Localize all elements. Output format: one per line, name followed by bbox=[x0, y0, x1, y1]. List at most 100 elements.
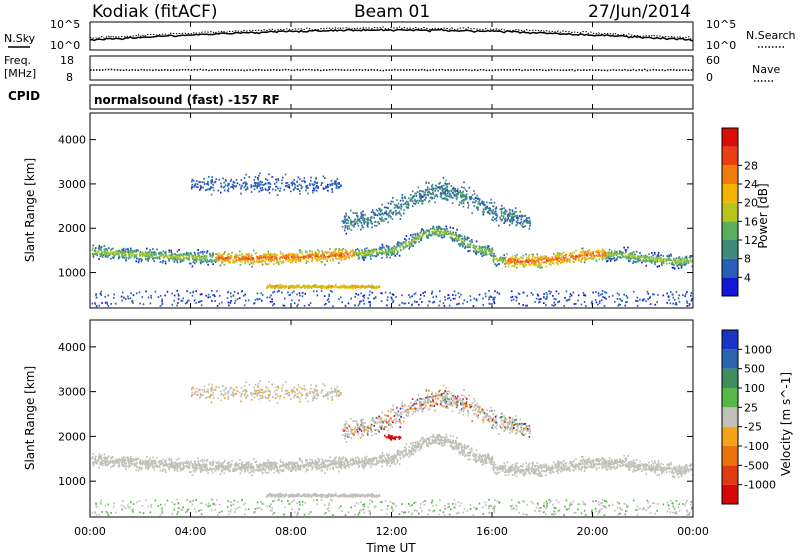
scatter-cell bbox=[549, 261, 552, 264]
scatter-cell bbox=[385, 212, 388, 215]
scatter-cell bbox=[375, 208, 378, 211]
scatter-cell bbox=[492, 219, 494, 222]
scatter-cell bbox=[566, 299, 568, 302]
scatter-cell bbox=[396, 451, 398, 454]
scatter-cell bbox=[100, 461, 102, 464]
scatter-cell bbox=[94, 250, 97, 252]
scatter-cell bbox=[259, 259, 261, 262]
scatter-cell bbox=[658, 255, 661, 258]
scatter-cell bbox=[583, 254, 585, 257]
scatter-cell bbox=[269, 286, 272, 289]
scatter-cell bbox=[409, 454, 411, 456]
scatter-cell bbox=[274, 286, 277, 288]
scatter-cell bbox=[659, 468, 661, 471]
scatter-cell bbox=[146, 253, 148, 256]
scatter-cell bbox=[538, 298, 540, 301]
scatter-cell bbox=[339, 249, 342, 252]
scatter-cell bbox=[505, 262, 507, 265]
scatter-cell bbox=[560, 254, 563, 256]
scatter-cell bbox=[337, 186, 340, 188]
scatter-cell bbox=[614, 460, 616, 463]
scatter-cell bbox=[553, 301, 555, 304]
scatter-cell bbox=[251, 465, 254, 468]
scatter-cell bbox=[456, 240, 459, 243]
scatter-cell bbox=[453, 194, 456, 196]
scatter-cell bbox=[186, 290, 188, 293]
scatter-cell bbox=[213, 189, 215, 192]
scatter-cell bbox=[212, 263, 214, 266]
scatter-cell bbox=[517, 216, 520, 219]
scatter-cell bbox=[350, 229, 353, 231]
scatter-cell bbox=[241, 252, 244, 255]
scatter-cell bbox=[580, 251, 583, 253]
scatter-cell bbox=[104, 248, 106, 250]
scatter-cell bbox=[136, 253, 138, 256]
scatter-cell bbox=[134, 250, 137, 253]
scatter-cell bbox=[617, 252, 620, 255]
scatter-cell bbox=[439, 438, 442, 441]
scatter-cell bbox=[567, 259, 570, 261]
scatter-cell bbox=[679, 470, 682, 473]
scatter-cell bbox=[356, 286, 358, 289]
scatter-cell bbox=[364, 250, 367, 253]
scatter-cell bbox=[662, 262, 665, 265]
scatter-cell bbox=[150, 253, 152, 256]
scatter-cell bbox=[489, 207, 492, 210]
scatter-cell bbox=[511, 213, 514, 216]
scatter-cell bbox=[340, 249, 343, 252]
scatter-cell bbox=[152, 258, 154, 260]
scatter-cell bbox=[678, 300, 681, 303]
scatter-cell bbox=[328, 293, 330, 296]
scatter-cell bbox=[383, 246, 385, 249]
scatter-cell bbox=[597, 303, 599, 306]
scatter-cell bbox=[222, 253, 224, 256]
scatter-cell bbox=[377, 253, 380, 256]
scatter-cell bbox=[331, 183, 333, 185]
scatter-cell bbox=[262, 184, 264, 186]
scatter-cell bbox=[609, 260, 612, 262]
scatter-cell bbox=[435, 232, 437, 235]
scatter-cell bbox=[455, 445, 457, 448]
scatter-cell bbox=[238, 254, 241, 256]
scatter-cell bbox=[317, 186, 319, 188]
scatter-cell bbox=[380, 248, 383, 251]
scatter-cell bbox=[458, 302, 460, 305]
scatter-cell bbox=[610, 258, 613, 260]
scatter-cell bbox=[437, 225, 440, 228]
scatter-cell bbox=[268, 467, 270, 470]
scatter-cell bbox=[189, 291, 192, 294]
scatter-cell bbox=[375, 255, 378, 258]
scatter-cell bbox=[190, 262, 192, 265]
scatter-cell bbox=[296, 181, 299, 183]
scatter-cell bbox=[454, 294, 457, 297]
scatter-cell bbox=[145, 258, 147, 261]
scatter-cell bbox=[661, 259, 663, 262]
scatter-cell bbox=[246, 254, 249, 257]
scatter-cell bbox=[107, 294, 110, 297]
scatter-cell bbox=[124, 298, 127, 300]
scatter-cell bbox=[285, 185, 287, 187]
scatter-cell bbox=[591, 300, 593, 303]
scatter-cell bbox=[281, 182, 283, 185]
scatter-cell bbox=[475, 253, 477, 255]
scatter-cell bbox=[234, 299, 237, 302]
scatter-cell bbox=[654, 258, 656, 261]
scatter-cell bbox=[380, 292, 382, 295]
scatter-cell bbox=[419, 445, 422, 448]
scatter-cell bbox=[285, 284, 287, 287]
scatter-cell bbox=[106, 256, 109, 258]
date-title: 27/Jun/2014 bbox=[588, 2, 691, 22]
scatter-cell bbox=[104, 460, 107, 462]
scatter-cell bbox=[444, 192, 446, 194]
scatter-cell bbox=[274, 463, 276, 466]
scatter-cell bbox=[231, 251, 233, 254]
scatter-cell bbox=[488, 245, 490, 248]
scatter-cell bbox=[563, 251, 565, 254]
scatter-cell bbox=[199, 293, 202, 296]
scatter-cell bbox=[408, 302, 410, 304]
scatter-cell bbox=[446, 186, 448, 188]
scatter-cell bbox=[461, 200, 463, 202]
scatter-cell bbox=[261, 466, 264, 469]
scatter-cell bbox=[541, 266, 543, 269]
scatter-cell bbox=[296, 255, 299, 258]
